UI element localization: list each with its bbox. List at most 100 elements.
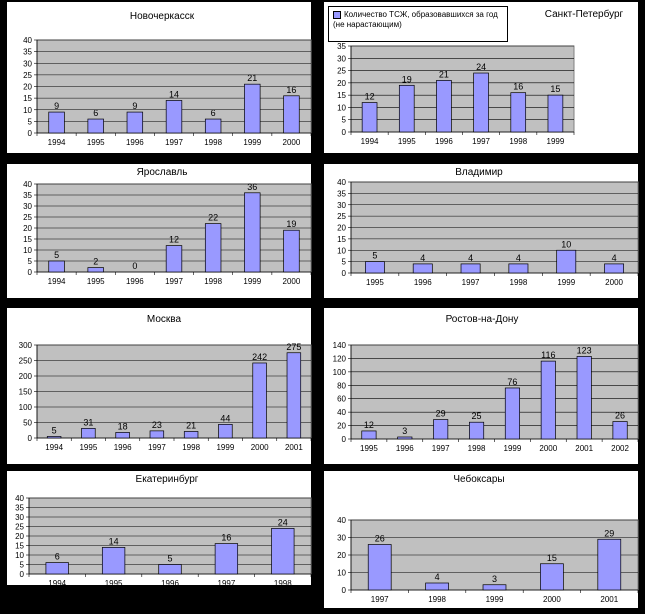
- data-label-1997: 24: [476, 62, 486, 72]
- y-tick-label: 0: [28, 434, 33, 443]
- data-label-1997: 29: [436, 409, 446, 419]
- bar-1998: [469, 421, 485, 440]
- y-tick-label: 10: [337, 103, 346, 112]
- data-label-2001: 275: [286, 342, 301, 352]
- x-tick-label-1999: 1999: [243, 138, 261, 147]
- bar-1999: [504, 387, 520, 440]
- data-label-1995: 19: [402, 74, 412, 84]
- y-tick-label: 35: [15, 504, 24, 513]
- bar-1999: [482, 584, 507, 591]
- y-tick-label: 35: [337, 189, 346, 198]
- x-tick-label-1994: 1994: [48, 138, 66, 147]
- data-label-1995: 6: [93, 108, 98, 118]
- bar-1996: [126, 111, 144, 134]
- y-tick-label: 30: [23, 202, 32, 211]
- x-tick-label-1996: 1996: [435, 137, 453, 146]
- y-tick-label: 15: [337, 235, 346, 244]
- y-tick-label: 150: [19, 388, 33, 397]
- plot-area: [350, 45, 575, 133]
- y-tick-label: 15: [337, 91, 346, 100]
- bar-1995: [101, 547, 126, 575]
- y-tick-label: 5: [20, 561, 25, 570]
- x-tick-label-1999: 1999: [486, 595, 504, 604]
- y-tick-label: 15: [23, 94, 32, 103]
- y-tick-label: 5: [342, 258, 347, 267]
- data-label-1995: 31: [83, 417, 93, 427]
- bar-2000: [283, 95, 300, 134]
- bar-1999: [547, 94, 564, 133]
- bar-1994: [48, 260, 65, 273]
- x-tick-label-1995: 1995: [87, 138, 105, 147]
- y-tick-label: 140: [333, 341, 347, 350]
- data-label-1998: 4: [516, 253, 521, 263]
- x-tick-label-2001: 2001: [600, 595, 618, 604]
- data-label-1996: 5: [167, 554, 172, 564]
- chart-yaroslavl: Ярославль 0 5 10 15 20 25 30 35 40 5 1994 2 1995 0 1996…: [23, 167, 312, 286]
- data-label-1998: 4: [435, 572, 440, 582]
- y-tick-label: 40: [337, 516, 346, 525]
- x-tick-label-1996: 1996: [126, 138, 144, 147]
- chart-title: Владимир: [455, 167, 503, 178]
- x-tick-label-1999: 1999: [243, 277, 261, 286]
- data-label-1997: 26: [375, 534, 385, 544]
- y-tick-label: 30: [15, 513, 24, 522]
- data-label-1995: 5: [372, 251, 377, 261]
- y-tick-label: 50: [23, 419, 32, 428]
- chart-title: Ростов-на-Дону: [446, 314, 519, 325]
- bar-1997: [149, 430, 165, 439]
- y-tick-label: 40: [337, 408, 346, 417]
- y-tick-label: 300: [19, 341, 33, 350]
- bar-1995: [81, 428, 96, 439]
- x-tick-label-1999: 1999: [547, 137, 565, 146]
- bar-1994: [45, 562, 69, 575]
- chart-panel-vladimir: Владимир 0 5 10 15 20 25 30 35 40 5 1995 4 1996 4 1997 4…: [324, 164, 639, 298]
- y-tick-label: 30: [337, 54, 346, 63]
- bar-1995: [87, 267, 104, 273]
- bar-2000: [540, 360, 556, 440]
- bar-1997: [473, 72, 489, 133]
- x-tick-label-1999: 1999: [557, 278, 575, 287]
- chart-panel-novocherkassk: Новочеркасск 0 5 10 15 20 25 30 35 40 9 1994 6 1995 9 1…: [7, 2, 312, 153]
- y-tick-label: 5: [342, 116, 347, 125]
- x-tick-label-1995: 1995: [360, 444, 378, 453]
- y-tick-label: 20: [337, 79, 346, 88]
- bar-1999: [556, 249, 577, 274]
- x-tick-label-1998: 1998: [204, 277, 222, 286]
- x-tick-label-2000: 2000: [251, 443, 269, 452]
- legend-label: Количество ТСЖ, образовавшихся за год (н…: [333, 10, 498, 29]
- bar-1995: [87, 118, 104, 134]
- x-tick-label-1997: 1997: [165, 138, 183, 147]
- y-tick-label: 25: [15, 523, 24, 532]
- bar-1998: [508, 263, 529, 274]
- y-tick-label: 10: [337, 246, 346, 255]
- x-tick-label-1997: 1997: [148, 443, 166, 452]
- x-tick-label-1997: 1997: [462, 278, 480, 287]
- data-label-1999: 15: [550, 84, 560, 94]
- bar-2000: [540, 563, 564, 591]
- y-tick-label: 20: [337, 422, 346, 431]
- y-tick-label: 100: [333, 368, 347, 377]
- chart-title: Чебоксары: [453, 473, 504, 485]
- data-label-1997: 4: [468, 253, 473, 263]
- y-tick-label: 0: [20, 570, 25, 579]
- y-tick-label: 20: [23, 83, 32, 92]
- chart-novocherkassk: Новочеркасск 0 5 10 15 20 25 30 35 40 9 1994 6 1995 9 1…: [23, 11, 312, 147]
- x-tick-label-1994: 1994: [48, 277, 66, 286]
- bar-2000: [252, 362, 267, 439]
- bar-1998: [204, 118, 222, 134]
- chart-yekaterinburg: Екатеринбург0510152025303540619941419955…: [15, 473, 312, 588]
- x-tick-label-1996: 1996: [396, 444, 414, 453]
- chart-cheboksary: Чебоксары 0 10 20 30 40 26 1997 4 1998 3 1999 15 2000…: [337, 473, 639, 604]
- y-tick-label: 60: [337, 395, 346, 404]
- data-label-2002: 26: [615, 411, 625, 421]
- x-tick-label-1996: 1996: [161, 579, 179, 588]
- x-tick-label-1994: 1994: [48, 579, 66, 588]
- data-label-1994: 5: [52, 425, 57, 435]
- y-tick-label: 0: [28, 129, 33, 138]
- data-label-1995: 14: [109, 536, 119, 546]
- x-tick-label-2000: 2000: [543, 595, 561, 604]
- y-tick-label: 25: [23, 213, 32, 222]
- chart-title: Ярославль: [137, 167, 188, 178]
- x-tick-label-1995: 1995: [105, 579, 123, 588]
- chart-title: Новочеркасск: [130, 11, 195, 22]
